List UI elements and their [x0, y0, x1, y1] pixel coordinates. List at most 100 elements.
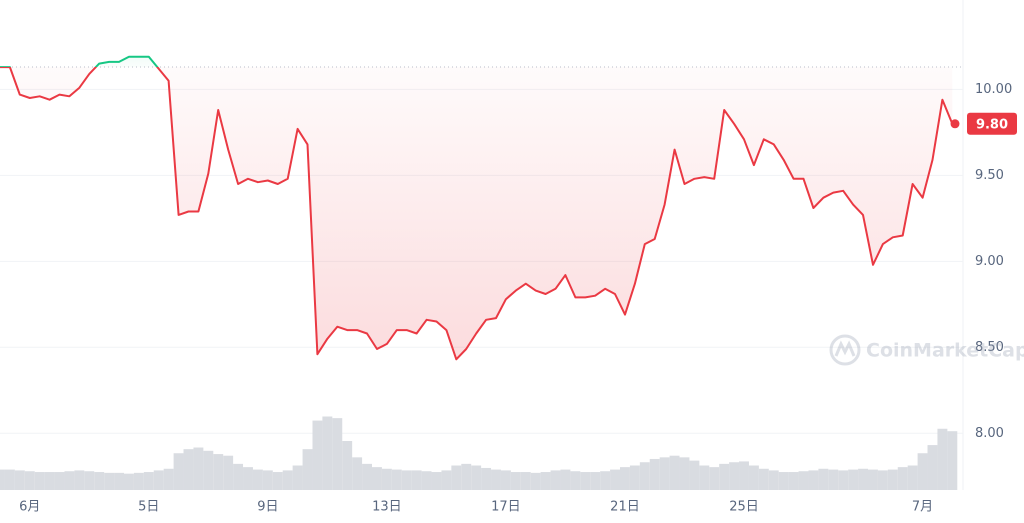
volume-bar: [877, 470, 888, 490]
volume-bar: [84, 471, 95, 490]
volume-bar: [689, 460, 700, 490]
volume-bar: [748, 465, 759, 490]
volume-bar: [451, 465, 462, 490]
volume-bar: [173, 453, 184, 490]
volume-bar: [203, 450, 214, 490]
volume-bar: [381, 468, 392, 490]
volume-bar: [629, 465, 640, 490]
volume-bar: [362, 463, 372, 490]
volume-bar: [937, 428, 948, 490]
volume-bar: [461, 463, 472, 490]
volume-bar: [104, 472, 115, 490]
volume-bar: [391, 469, 402, 490]
volume-bar: [64, 471, 75, 490]
volume-bar: [401, 470, 412, 490]
watermark-text: CoinMarketCap: [866, 340, 1024, 362]
volume-bar: [411, 470, 422, 490]
volume-bar: [44, 472, 55, 490]
volume-bar: [163, 468, 174, 490]
volume-bar: [858, 468, 868, 490]
last-price-dot: [950, 119, 960, 129]
x-tick-label: 7月: [912, 500, 933, 515]
volume-bar: [947, 431, 958, 490]
watermark-logo: [829, 334, 861, 366]
volume-bar: [560, 469, 571, 490]
volume-bar: [292, 465, 303, 490]
volume-bar: [699, 465, 710, 490]
volume-bar: [233, 463, 244, 490]
volume-bar: [342, 441, 353, 490]
volume-bar: [758, 468, 769, 490]
volume-bar: [272, 472, 283, 490]
volume-bar: [183, 449, 194, 490]
volume-bar: [649, 458, 660, 490]
price-area: [0, 56, 953, 360]
volume-bar: [848, 469, 859, 490]
y-tick-label: 10.00: [975, 82, 1012, 97]
volume-bar: [124, 473, 134, 490]
volume-bar: [500, 470, 511, 490]
volume-bar: [471, 465, 482, 490]
volume-bar: [927, 445, 938, 490]
volume-bar: [530, 472, 541, 490]
volume-bar: [252, 469, 263, 490]
x-tick-label: 21日: [610, 500, 640, 515]
volume-bar: [193, 447, 204, 490]
volume-bar: [24, 471, 35, 490]
volume-bar: [312, 420, 323, 490]
volume-bar: [739, 461, 749, 490]
volume-bar: [719, 463, 730, 490]
volume-bar: [143, 472, 154, 490]
volume-bar: [431, 472, 442, 490]
volume-bar: [481, 467, 492, 490]
volume-bar: [590, 472, 601, 490]
volume-bar: [520, 472, 531, 490]
volume-bar: [868, 469, 878, 490]
volume-bar: [540, 472, 551, 490]
volume-bar: [153, 470, 164, 490]
volume-bar: [788, 472, 799, 490]
volume-bar: [243, 467, 253, 490]
volume-bar: [600, 471, 611, 490]
volume-bar: [550, 470, 561, 490]
volume-bar: [768, 470, 779, 490]
volume-bar: [679, 457, 690, 490]
volume-bar: [14, 470, 25, 490]
volume-bar: [610, 469, 620, 490]
volume-bar: [778, 472, 789, 490]
price-tag: [967, 112, 1017, 135]
volume-bar: [4, 469, 15, 490]
price-line: [0, 55, 954, 361]
volume-bar: [114, 472, 124, 490]
volume-bar: [491, 469, 501, 490]
volume-bar: [639, 462, 650, 490]
x-tick-label: 9日: [257, 500, 278, 515]
volume-bar: [441, 470, 452, 490]
volume-bar: [421, 471, 432, 490]
volume-bar: [917, 453, 928, 490]
x-tick-label: 13日: [372, 500, 402, 515]
volume-bar: [580, 472, 591, 490]
volume-bar: [510, 472, 521, 490]
y-tick-label: 9.50: [975, 168, 1004, 183]
volume-bar: [828, 469, 839, 490]
volume-bar: [94, 472, 105, 490]
volume-bar: [659, 457, 670, 490]
volume-bar: [907, 465, 918, 490]
volume-bar: [372, 467, 382, 490]
x-tick-label: 25日: [729, 500, 759, 515]
volume-bar: [818, 468, 829, 490]
volume-bar: [0, 469, 5, 490]
watermark: CoinMarketCap: [829, 334, 1024, 366]
volume-bar: [74, 470, 85, 490]
volume-bar: [54, 472, 65, 490]
volume-bar: [223, 455, 234, 490]
volume-bar: [34, 472, 45, 490]
volume-bar: [133, 472, 144, 490]
volume-bar: [322, 416, 333, 490]
y-tick-label: 8.50: [975, 340, 1004, 355]
volume-bar: [729, 462, 740, 490]
volume-bar: [897, 467, 908, 490]
volume-bar: [620, 467, 630, 490]
volume-bar: [709, 467, 720, 490]
